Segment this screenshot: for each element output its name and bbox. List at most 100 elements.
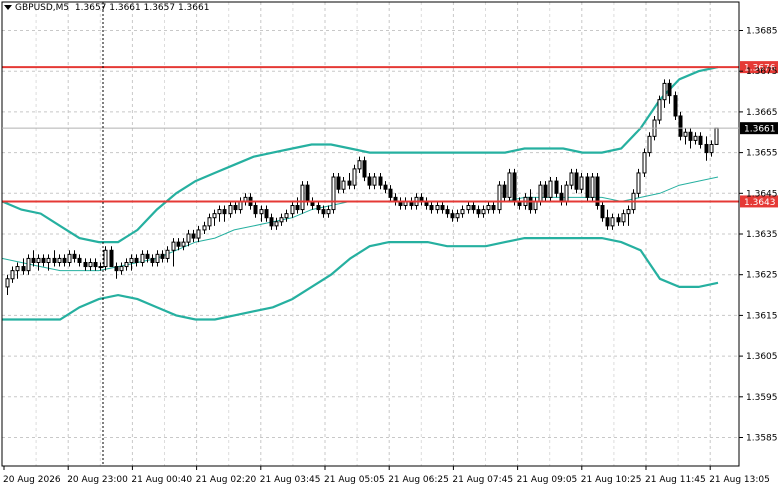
candle-body[interactable] xyxy=(564,184,569,202)
candle-body[interactable] xyxy=(176,241,181,247)
candle-body[interactable] xyxy=(378,176,383,186)
candle-body[interactable] xyxy=(36,257,41,263)
candle-body[interactable] xyxy=(15,266,20,272)
candle-body[interactable] xyxy=(673,95,678,117)
candle-body[interactable] xyxy=(709,143,714,154)
candle-body[interactable] xyxy=(103,249,108,268)
candle-body[interactable] xyxy=(98,266,103,269)
candle-body[interactable] xyxy=(388,188,393,198)
candle-body[interactable] xyxy=(486,205,491,211)
candle-body[interactable] xyxy=(165,249,170,259)
candle-body[interactable] xyxy=(279,217,284,223)
candle-body[interactable] xyxy=(714,127,719,145)
candle-body[interactable] xyxy=(662,82,667,101)
candle-body[interactable] xyxy=(186,233,191,243)
candle-body[interactable] xyxy=(471,205,476,211)
candle-body[interactable] xyxy=(429,205,434,211)
candle-body[interactable] xyxy=(336,176,341,190)
candle-body[interactable] xyxy=(269,217,274,227)
candle-body[interactable] xyxy=(585,176,590,198)
candle-body[interactable] xyxy=(300,184,305,211)
candle-body[interactable] xyxy=(264,209,269,219)
candle-body[interactable] xyxy=(284,213,289,219)
candle-body[interactable] xyxy=(693,135,698,141)
candle-body[interactable] xyxy=(512,172,517,202)
candle-body[interactable] xyxy=(140,253,145,263)
candle-body[interactable] xyxy=(119,266,124,272)
candle-body[interactable] xyxy=(160,253,165,259)
candle-body[interactable] xyxy=(259,209,264,215)
candle-body[interactable] xyxy=(331,176,336,211)
candle-body[interactable] xyxy=(67,253,72,263)
candle-body[interactable] xyxy=(559,192,564,202)
candle-body[interactable] xyxy=(150,257,155,263)
candle-body[interactable] xyxy=(326,209,331,215)
candle-body[interactable] xyxy=(212,213,217,219)
candle-body[interactable] xyxy=(704,143,709,154)
candle-body[interactable] xyxy=(460,209,465,215)
horizontal-levels[interactable]: 1.3676 1.3643 xyxy=(2,61,778,208)
candle-body[interactable] xyxy=(222,209,227,215)
candle-body[interactable] xyxy=(316,205,321,211)
candle-body[interactable] xyxy=(88,261,93,268)
candle-body[interactable] xyxy=(362,160,367,178)
candle-body[interactable] xyxy=(636,172,641,194)
candle-body[interactable] xyxy=(683,131,688,137)
candle-body[interactable] xyxy=(352,168,357,186)
candle-body[interactable] xyxy=(129,257,134,263)
candle-body[interactable] xyxy=(626,209,631,215)
candle-body[interactable] xyxy=(191,233,196,239)
candle-body[interactable] xyxy=(533,200,538,211)
candle-body[interactable] xyxy=(290,205,295,215)
candle-body[interactable] xyxy=(357,160,362,170)
candle-body[interactable] xyxy=(507,172,512,198)
candle-body[interactable] xyxy=(466,205,471,211)
candle-body[interactable] xyxy=(228,205,233,215)
candle-body[interactable] xyxy=(114,266,119,272)
candle-body[interactable] xyxy=(41,257,46,263)
candle-body[interactable] xyxy=(450,213,455,219)
candle-body[interactable] xyxy=(657,99,662,121)
candle-body[interactable] xyxy=(445,209,450,215)
candle-body[interactable] xyxy=(21,266,26,272)
candle-body[interactable] xyxy=(440,205,445,211)
candle-body[interactable] xyxy=(554,180,559,194)
candle-body[interactable] xyxy=(207,217,212,227)
candle-body[interactable] xyxy=(196,229,201,239)
candle-body[interactable] xyxy=(274,221,279,227)
candle-body[interactable] xyxy=(642,152,647,174)
candle-body[interactable] xyxy=(605,217,610,227)
candle-body[interactable] xyxy=(538,184,543,202)
dropdown-triangle-icon[interactable] xyxy=(4,5,12,10)
candle-body[interactable] xyxy=(569,172,574,186)
candle-body[interactable] xyxy=(62,257,67,263)
candle-body[interactable] xyxy=(621,213,626,223)
candle-body[interactable] xyxy=(10,270,15,280)
candle-body[interactable] xyxy=(383,184,388,190)
candle-body[interactable] xyxy=(616,217,621,223)
candle-body[interactable] xyxy=(347,180,352,186)
candle-body[interactable] xyxy=(145,253,150,259)
candle-body[interactable] xyxy=(202,225,207,231)
candle-body[interactable] xyxy=(295,205,300,211)
candle-body[interactable] xyxy=(31,257,36,263)
candle-body[interactable] xyxy=(134,257,139,263)
candle-body[interactable] xyxy=(543,184,548,198)
candle-body[interactable] xyxy=(595,176,600,207)
candle-body[interactable] xyxy=(305,184,310,202)
candle-body[interactable] xyxy=(238,200,243,211)
candle-body[interactable] xyxy=(476,209,481,215)
candle-body[interactable] xyxy=(5,278,10,288)
candle-body[interactable] xyxy=(155,253,160,263)
candle-body[interactable] xyxy=(455,213,460,219)
candle-body[interactable] xyxy=(93,261,98,268)
candle-body[interactable] xyxy=(579,176,584,190)
candle-body[interactable] xyxy=(491,205,496,211)
candle-body[interactable] xyxy=(610,217,615,227)
candle-body[interactable] xyxy=(367,176,372,186)
candle-body[interactable] xyxy=(26,257,31,272)
candle-body[interactable] xyxy=(528,196,533,211)
candle-body[interactable] xyxy=(647,135,652,154)
